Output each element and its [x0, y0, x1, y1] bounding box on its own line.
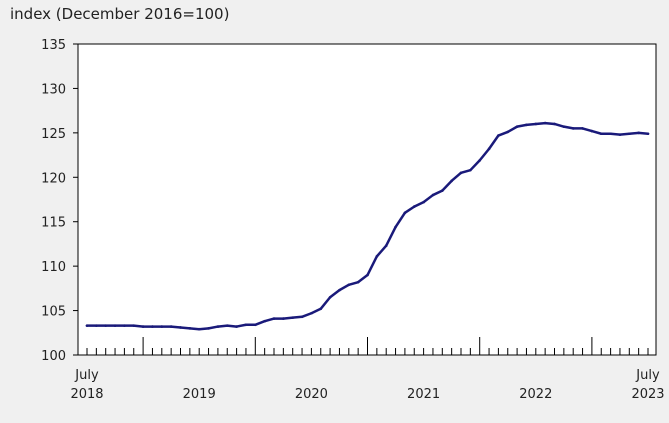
data-point — [543, 121, 547, 125]
x-tick-label-year: 2023 — [631, 387, 664, 402]
data-point — [469, 168, 472, 172]
plot-area — [77, 43, 657, 356]
y-tick-label: 125 — [41, 127, 66, 142]
data-point — [356, 280, 360, 284]
data-point — [384, 244, 388, 248]
data-point — [609, 132, 612, 136]
data-point — [235, 325, 238, 328]
data-point — [291, 316, 295, 319]
y-axis: 100 105 110 115 120 125 130 135 — [41, 38, 78, 364]
x-tick-label-year: 2022 — [519, 387, 552, 402]
y-tick-label: 110 — [41, 260, 66, 275]
data-point — [534, 122, 538, 126]
data-point — [188, 327, 192, 330]
data-point — [169, 325, 173, 328]
data-point — [599, 132, 603, 136]
data-point — [328, 295, 332, 299]
data-point — [571, 127, 575, 130]
data-point — [525, 123, 528, 127]
x-tick-label-year: 2020 — [295, 387, 328, 402]
data-point — [338, 288, 341, 292]
data-point — [197, 327, 201, 331]
x-tick-label-month: July — [635, 368, 660, 383]
data-point — [441, 189, 444, 192]
data-point — [590, 129, 594, 133]
data-point — [515, 125, 519, 128]
data-point — [160, 325, 164, 328]
x-tick-label-month: July — [74, 368, 99, 383]
data-point — [459, 171, 463, 175]
x-tick-label-year: 2018 — [70, 387, 103, 402]
data-point — [300, 315, 304, 319]
data-point — [553, 122, 556, 126]
data-point — [637, 131, 640, 135]
data-point — [225, 324, 229, 327]
data-point — [403, 211, 407, 215]
data-point — [132, 324, 136, 327]
data-point — [628, 132, 631, 136]
data-point — [487, 147, 491, 151]
data-point — [272, 317, 276, 320]
y-axis-title: index (December 2016=100) — [10, 5, 229, 23]
data-point — [506, 130, 510, 134]
data-point — [618, 133, 622, 136]
data-point — [366, 273, 369, 277]
data-point — [179, 326, 182, 329]
data-point — [244, 323, 248, 327]
data-point — [319, 307, 323, 311]
data-point — [207, 327, 210, 330]
data-point — [581, 127, 584, 130]
data-point — [113, 324, 117, 327]
data-point — [375, 255, 379, 258]
y-tick-label: 100 — [41, 349, 66, 364]
data-point — [422, 200, 425, 204]
data-point — [95, 324, 98, 327]
data-point — [151, 325, 154, 328]
data-point — [412, 205, 416, 208]
y-tick-label: 105 — [41, 305, 66, 320]
y-tick-label: 135 — [41, 38, 66, 53]
data-point — [478, 159, 482, 162]
data-point — [646, 132, 650, 136]
data-point — [497, 134, 500, 137]
data-point — [394, 225, 397, 229]
data-point — [263, 319, 266, 323]
x-tick-label-year: 2021 — [407, 387, 440, 402]
data-point — [85, 324, 89, 327]
y-tick-label: 130 — [41, 82, 66, 97]
data-point — [141, 325, 145, 328]
data-point — [562, 125, 566, 128]
x-tick-label-year: 2019 — [183, 387, 216, 402]
data-point — [216, 325, 220, 328]
data-point — [347, 283, 351, 287]
data-point — [450, 179, 453, 183]
data-point — [282, 317, 285, 320]
y-tick-label: 120 — [41, 171, 66, 186]
data-point — [310, 311, 313, 315]
x-axis: July 2018 2019 2020 2021 2022 July 2023 — [70, 337, 665, 402]
series-layer — [85, 121, 650, 331]
data-point — [123, 324, 126, 327]
data-point — [104, 324, 107, 327]
y-tick-label: 115 — [41, 216, 66, 231]
data-point — [431, 193, 435, 197]
data-point — [254, 323, 257, 327]
